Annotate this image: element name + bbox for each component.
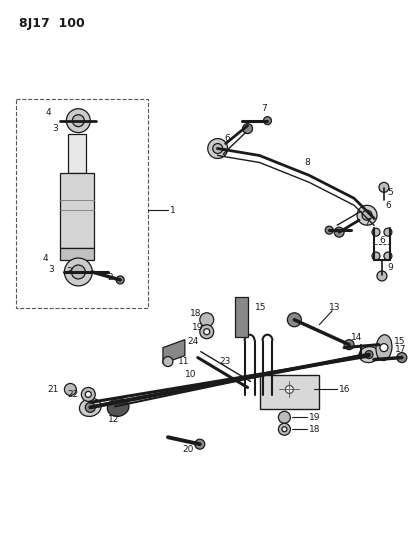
- Text: 15: 15: [254, 303, 266, 312]
- Circle shape: [72, 115, 84, 127]
- Circle shape: [200, 313, 214, 327]
- Circle shape: [200, 325, 214, 338]
- Text: 12: 12: [108, 415, 119, 424]
- Circle shape: [66, 109, 90, 133]
- Circle shape: [116, 276, 124, 284]
- Bar: [61, 173, 94, 248]
- Text: 18: 18: [190, 309, 201, 318]
- Circle shape: [372, 252, 380, 260]
- Text: 4: 4: [45, 108, 51, 117]
- Circle shape: [72, 265, 85, 279]
- Bar: [16, 99, 148, 308]
- Circle shape: [279, 411, 290, 423]
- Text: 3: 3: [66, 268, 72, 277]
- Text: 22: 22: [67, 390, 79, 399]
- Text: 8: 8: [304, 158, 310, 167]
- Text: 6: 6: [225, 134, 230, 143]
- Text: 7: 7: [364, 217, 370, 227]
- Text: 5: 5: [222, 148, 227, 157]
- Circle shape: [64, 383, 76, 395]
- Text: 14: 14: [351, 333, 362, 342]
- Circle shape: [288, 313, 301, 327]
- Text: 13: 13: [329, 303, 341, 312]
- Circle shape: [334, 227, 344, 237]
- Text: 3: 3: [49, 265, 54, 274]
- Text: 15: 15: [394, 337, 405, 346]
- Text: 20: 20: [182, 445, 193, 454]
- Text: 1: 1: [170, 206, 176, 215]
- Text: 11: 11: [178, 357, 189, 366]
- Circle shape: [384, 252, 392, 260]
- Text: 6: 6: [379, 236, 385, 245]
- Text: 16: 16: [339, 385, 351, 394]
- Circle shape: [362, 210, 372, 220]
- Polygon shape: [163, 340, 185, 364]
- Ellipse shape: [107, 398, 129, 416]
- Circle shape: [365, 351, 373, 359]
- Circle shape: [384, 228, 392, 236]
- Text: 23: 23: [220, 357, 231, 366]
- Text: 18: 18: [309, 425, 321, 434]
- Circle shape: [213, 143, 222, 154]
- Text: 5: 5: [387, 188, 393, 197]
- Circle shape: [243, 124, 252, 134]
- Circle shape: [282, 427, 287, 432]
- Bar: [61, 248, 94, 260]
- Text: 17: 17: [395, 345, 407, 354]
- Bar: [235, 297, 247, 337]
- Text: 10: 10: [185, 370, 196, 379]
- Circle shape: [81, 387, 95, 401]
- Circle shape: [163, 357, 173, 367]
- Text: 3: 3: [52, 124, 58, 133]
- Circle shape: [380, 344, 388, 352]
- Bar: [68, 134, 86, 173]
- Text: 2: 2: [107, 273, 113, 282]
- Text: 21: 21: [47, 385, 58, 394]
- Circle shape: [325, 226, 333, 234]
- Text: 8J17  100: 8J17 100: [19, 17, 84, 30]
- Circle shape: [285, 385, 293, 393]
- Bar: [260, 375, 319, 409]
- Circle shape: [85, 402, 95, 413]
- Ellipse shape: [376, 335, 392, 360]
- Circle shape: [195, 439, 205, 449]
- Text: 19: 19: [309, 413, 321, 422]
- Circle shape: [263, 117, 272, 125]
- Circle shape: [344, 340, 354, 350]
- Circle shape: [397, 353, 407, 362]
- Text: 7: 7: [261, 104, 267, 113]
- Circle shape: [64, 258, 92, 286]
- Circle shape: [85, 391, 91, 398]
- Text: 4: 4: [43, 254, 48, 263]
- Text: 24: 24: [188, 337, 199, 346]
- Text: 9: 9: [387, 263, 393, 272]
- Ellipse shape: [79, 398, 101, 416]
- Text: 19: 19: [192, 323, 203, 332]
- Ellipse shape: [359, 346, 379, 362]
- Circle shape: [204, 329, 210, 335]
- Circle shape: [208, 139, 228, 158]
- Text: 6: 6: [385, 201, 391, 210]
- Circle shape: [279, 423, 290, 435]
- Circle shape: [379, 182, 389, 192]
- Circle shape: [377, 271, 387, 281]
- Circle shape: [357, 205, 377, 225]
- Circle shape: [372, 228, 380, 236]
